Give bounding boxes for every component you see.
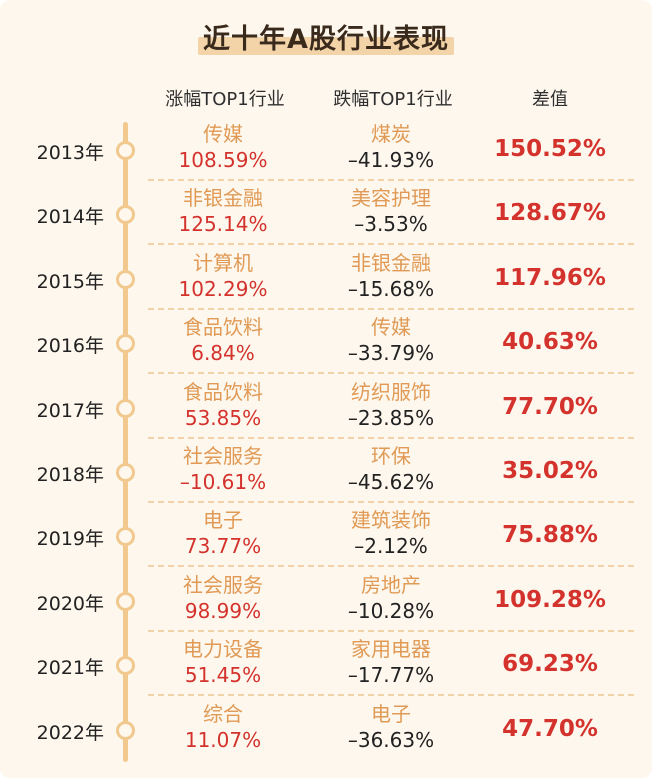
rise-percent: 51.45% [184, 663, 262, 688]
table-row: 2015年 计算机 102.29% 非银金融 –15.68% 117.96% [0, 247, 652, 311]
fall-percent: –23.85% [347, 405, 435, 430]
fall-industry-name: 非银金融 [351, 250, 431, 275]
year-label: 2021年 [36, 657, 104, 680]
fall-percent: –15.68% [347, 276, 435, 301]
rise-percent: 108.59% [178, 148, 268, 172]
timeline-dot [116, 591, 135, 611]
year-label: 2022年 [36, 721, 104, 744]
rise-industry-name: 非银金融 [183, 186, 263, 211]
fall-industry-name: 美容护理 [351, 186, 431, 211]
rise-industry-name: 综合 [203, 701, 243, 726]
rise-industry-name: 传媒 [203, 122, 243, 146]
fall-percent: –17.77% [347, 663, 435, 688]
table-row: 2021年 电力设备 51.45% 家用电器 –17.77% 69.23% [0, 633, 652, 697]
row-separator [148, 565, 634, 568]
title-container: 近十年A股行业表现 [0, 14, 652, 64]
fall-industry-name: 传媒 [371, 315, 411, 340]
difference-value: 75.88% [502, 522, 598, 549]
difference-value: 150.52% [494, 136, 606, 162]
page-title: 近十年A股行业表现 [203, 24, 449, 55]
fall-percent: –45.62% [347, 470, 435, 494]
rise-industry-name: 电力设备 [183, 637, 263, 662]
fall-industry-name: 家用电器 [351, 637, 431, 662]
fall-industry-name: 建筑装饰 [351, 508, 431, 533]
timeline-dot [116, 398, 135, 418]
row-separator [148, 501, 634, 503]
row-separator [148, 694, 634, 697]
table-row: 2022年 综合 11.07% 电子 –36.63% 47.70% [0, 698, 652, 762]
title-highlight [198, 37, 454, 55]
timeline-dot [116, 269, 135, 289]
fall-industry-name: 房地产 [361, 572, 421, 597]
rise-percent: 125.14% [178, 212, 268, 237]
timeline-line [123, 122, 128, 762]
fall-industry-name: 煤炭 [371, 122, 411, 146]
year-label: 2016年 [36, 335, 104, 358]
timeline-dot [116, 527, 135, 547]
rise-industry-name: 食品饮料 [183, 379, 263, 404]
header-difference: 差值 [532, 89, 568, 110]
year-label: 2013年 [36, 142, 104, 164]
table-row: 2017年 食品饮料 53.85% 纺织服饰 –23.85% 77.70% [0, 376, 652, 440]
rise-industry-name: 计算机 [193, 250, 253, 275]
fall-industry-name: 环保 [371, 444, 411, 468]
fall-percent: –41.93% [347, 148, 435, 172]
table-row: 2013年 传媒 108.59% 煤炭 –41.93% 150.52% [0, 118, 652, 182]
difference-value: 40.63% [502, 329, 598, 356]
difference-value: 109.28% [494, 586, 606, 613]
rise-percent: 73.77% [184, 534, 262, 559]
timeline-dot [116, 720, 135, 740]
rise-percent: 11.07% [184, 727, 262, 752]
row-separator [148, 179, 634, 181]
year-label: 2019年 [36, 528, 104, 551]
rise-industry-name: 电子 [203, 508, 243, 533]
row-separator [148, 629, 634, 632]
fall-industry-name: 电子 [371, 701, 411, 726]
timeline-dot [116, 205, 135, 225]
difference-value: 47.70% [502, 715, 598, 742]
fall-percent: –36.63% [347, 727, 435, 752]
rise-percent: –10.61% [179, 470, 267, 494]
rise-industry-name: 社会服务 [183, 444, 263, 468]
difference-value: 77.70% [502, 393, 598, 420]
fall-percent: –2.12% [354, 534, 428, 559]
table-row: 2014年 非银金融 125.14% 美容护理 –3.53% 128.67% [0, 182, 652, 246]
year-label: 2014年 [36, 206, 104, 229]
timeline-dot [116, 656, 135, 676]
difference-value: 35.02% [502, 458, 598, 484]
row-separator [148, 307, 634, 310]
timeline-dot [116, 141, 135, 160]
header-fall-top1: 跌幅TOP1行业 [333, 89, 453, 110]
table-row: 2020年 社会服务 98.99% 房地产 –10.28% 109.28% [0, 569, 652, 633]
difference-value: 117.96% [494, 264, 606, 291]
year-label: 2018年 [36, 464, 104, 486]
difference-value: 69.23% [502, 651, 598, 678]
rise-industry-name: 食品饮料 [183, 315, 263, 340]
year-label: 2020年 [36, 592, 104, 615]
fall-percent: –33.79% [347, 341, 435, 366]
rise-industry-name: 社会服务 [183, 572, 263, 597]
rise-percent: 98.99% [184, 598, 262, 623]
rise-percent: 6.84% [191, 341, 255, 366]
fall-percent: –10.28% [347, 598, 435, 623]
header-rise-top1: 涨幅TOP1行业 [165, 89, 285, 110]
table-row: 2018年 社会服务 –10.61% 环保 –45.62% 35.02% [0, 440, 652, 504]
year-label: 2017年 [36, 399, 104, 422]
table-row: 2019年 电子 73.77% 建筑装饰 –2.12% 75.88% [0, 504, 652, 568]
fall-industry-name: 纺织服饰 [351, 379, 431, 404]
rise-percent: 102.29% [178, 276, 268, 301]
year-label: 2015年 [36, 270, 104, 293]
row-separator [148, 243, 634, 246]
difference-value: 128.67% [494, 200, 606, 227]
row-separator [148, 436, 634, 439]
rise-percent: 53.85% [184, 405, 262, 430]
timeline-dot [116, 334, 135, 354]
row-separator [148, 372, 634, 375]
table-row: 2016年 食品饮料 6.84% 传媒 –33.79% 40.63% [0, 311, 652, 375]
fall-percent: –3.53% [354, 212, 428, 237]
timeline-dot [116, 463, 135, 482]
